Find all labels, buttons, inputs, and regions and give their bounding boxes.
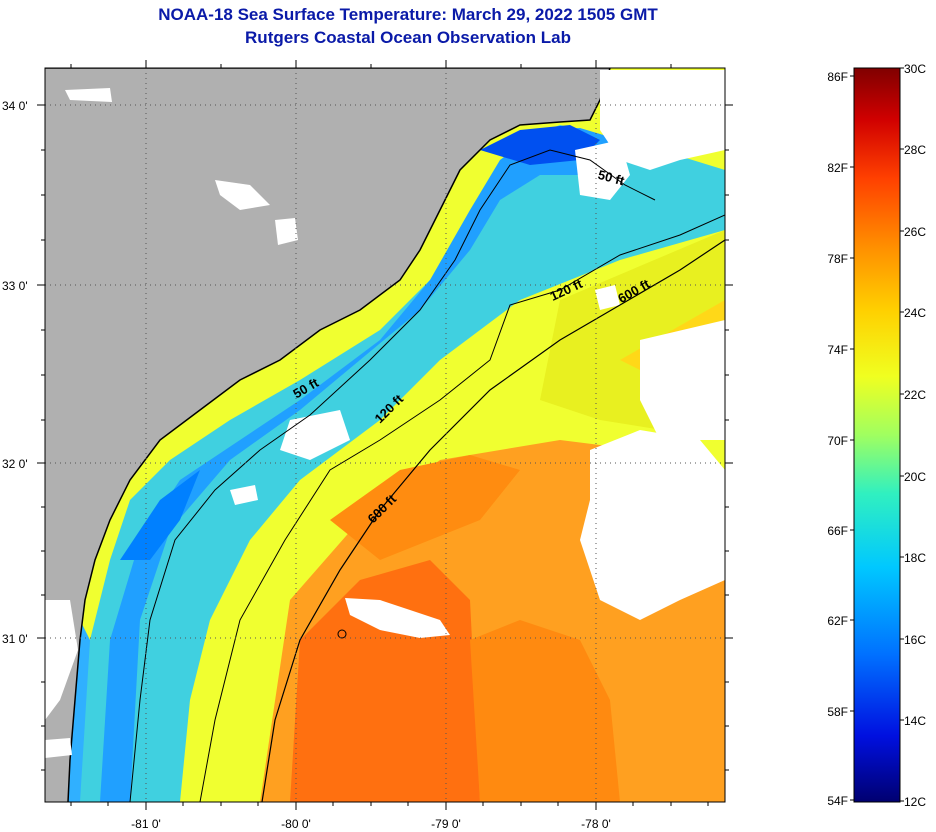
lat-label-31: 31 0' [2,632,28,646]
graticule [45,68,725,802]
coastline [45,68,611,802]
colorbar-c-label: 12C [904,795,926,809]
lon-label-78: -78 0' [581,817,611,831]
colorbar-c-label: 28C [904,143,926,157]
warm-core-east [470,620,620,802]
chart-title: NOAA-18 Sea Surface Temperature: March 2… [158,5,658,24]
cloud-northeast [600,70,725,170]
colorbar-c-label: 26C [904,225,926,239]
colorbar-c-label: 18C [904,551,926,565]
cloud-east [580,430,725,620]
contour-label-50ft-north: 50 ft [596,167,626,189]
cloud-west [280,410,350,460]
colorbar-f-label: 66F [827,524,848,538]
cloud-southwest [45,600,78,720]
cloud-small [595,285,620,310]
isobath-120ft [199,214,725,802]
colorbar [853,67,901,803]
lat-label-33: 33 0' [2,279,28,293]
cold-nearshore [100,128,620,802]
map-image [45,68,725,802]
map-frame [44,67,726,803]
cold-patch [120,470,200,560]
warm-core-north [330,455,520,560]
lon-label-80: -80 0' [281,817,311,831]
colorbar-f-label: 86F [827,70,848,84]
colorbar-c-label: 16C [904,633,926,647]
colorbar-f-label: 78F [827,252,848,266]
colorbar-ticks [850,67,904,802]
isobath-600ft [261,239,725,802]
colorbar-c-label: 14C [904,714,926,728]
lon-label-79: -79 0' [431,817,461,831]
cloud-small2 [230,485,258,505]
colorbar-f-label: 54F [827,794,848,808]
colorbar-c-label: 20C [904,470,926,484]
colorbar-f-label: 70F [827,434,848,448]
lon-label-81: -81 0' [131,817,161,831]
colorbar-f-label: 74F [827,343,848,357]
cloud-land1 [215,180,270,210]
cloud-land3 [65,88,112,102]
cloud-east2 [640,320,725,440]
lat-label-34: 34 0' [2,99,28,113]
cloud-land4 [45,738,72,758]
cloud-cape [575,140,630,200]
lat-label-32: 32 0' [2,457,28,471]
isobath-loop [337,629,347,639]
land [45,68,610,802]
colorbar-f-label: 58F [827,705,848,719]
chart-subtitle: Rutgers Coastal Ocean Observation Lab [245,28,571,47]
colorbar-f-label: 82F [827,161,848,175]
colorbar-c-label: 22C [904,388,926,402]
colorbar-f-label: 62F [827,614,848,628]
colorbar-c-label: 24C [904,306,926,320]
cloud-land2 [275,218,298,245]
map-ticks [37,60,733,810]
colorbar-c-label: 30C [904,62,926,76]
cloud-central [345,598,450,638]
isobath-50ft [129,149,656,802]
